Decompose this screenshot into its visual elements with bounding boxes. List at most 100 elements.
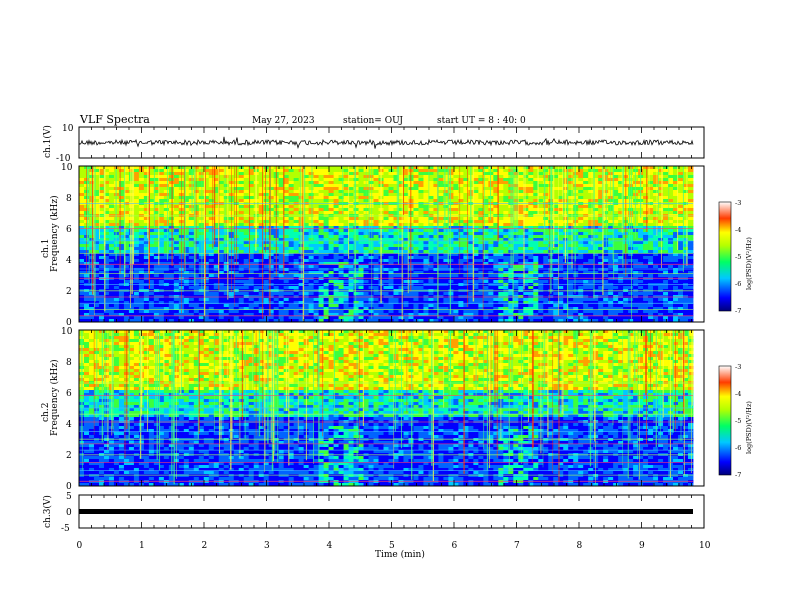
spectrogram-cell xyxy=(263,178,270,182)
spectrogram-cell xyxy=(148,268,155,272)
spectrogram-cell xyxy=(388,229,394,233)
spectrogram-cell xyxy=(318,232,324,236)
spectrogram-cell xyxy=(448,262,454,266)
spectrogram-cell xyxy=(488,265,494,269)
spectrogram-cell xyxy=(658,190,664,194)
spectrogram-cell xyxy=(613,259,619,263)
spectrogram-cell xyxy=(153,286,160,290)
spectrogram-cell xyxy=(133,277,140,281)
spectrogram-cell xyxy=(498,229,504,233)
spectrogram-cell xyxy=(248,169,255,173)
spectrogram-cell xyxy=(79,169,85,173)
spectrogram-cell xyxy=(668,277,674,281)
spectrogram-cell xyxy=(643,196,649,200)
spectrogram-cell xyxy=(133,166,140,170)
spectrogram-cell xyxy=(598,253,604,257)
spectrogram-cell xyxy=(483,241,489,245)
spectrogram-cell xyxy=(368,166,374,170)
spectrogram-cell xyxy=(323,232,329,236)
spectrogram-cell xyxy=(613,280,619,284)
spectrogram-cell xyxy=(188,223,195,227)
spectrogram-cell xyxy=(673,178,679,182)
spectrogram-cell xyxy=(118,166,125,170)
spectrogram-cell xyxy=(173,193,180,197)
spectrogram-cell xyxy=(423,250,429,254)
spectrogram-cell xyxy=(558,193,564,197)
spectrogram-cell xyxy=(278,268,285,272)
spectrogram-cell xyxy=(103,232,110,236)
spectrogram-cell xyxy=(663,235,669,239)
spectrogram-cell xyxy=(338,190,344,194)
spectrogram-cell xyxy=(583,256,589,260)
spectrogram-cell xyxy=(568,259,574,263)
spectrogram-cell xyxy=(423,205,429,209)
spectrogram-cell xyxy=(483,274,489,278)
spectrogram-cell xyxy=(388,175,394,179)
spectrogram-cell xyxy=(338,226,344,230)
spectrogram-cell xyxy=(583,187,589,191)
spectrogram-cell xyxy=(258,274,265,278)
spectrogram-cell xyxy=(303,244,310,248)
spectrogram-cell xyxy=(688,259,694,263)
spectrogram-cell xyxy=(523,178,529,182)
spectrogram-cell xyxy=(443,280,449,284)
spectrogram-cell xyxy=(618,184,624,188)
spectrogram-cell xyxy=(618,253,624,257)
spectrogram-cell xyxy=(503,193,509,197)
spectrogram-cell xyxy=(578,211,584,215)
spectrogram-cell xyxy=(318,166,324,170)
spectrogram-cell xyxy=(433,166,439,170)
spectrogram-cell xyxy=(668,250,674,254)
spectrogram-cell xyxy=(338,280,344,284)
spectrogram-cell xyxy=(513,232,519,236)
spectrogram-cell xyxy=(448,190,454,194)
spectrogram-cell xyxy=(123,220,130,224)
spectrogram-cell xyxy=(603,172,609,176)
spectrogram-cell xyxy=(418,199,424,203)
spectrogram-cell xyxy=(578,277,584,281)
spectrogram-cell xyxy=(343,280,349,284)
spectrogram-cell xyxy=(473,238,479,242)
spectrogram-cell xyxy=(83,280,90,284)
spectrogram-cell xyxy=(373,274,379,278)
spectrogram-cell xyxy=(448,259,454,263)
spectrogram-cell xyxy=(483,178,489,182)
spectrogram-cell xyxy=(363,265,369,269)
spectrogram-cell xyxy=(243,181,250,185)
spectrogram-cell xyxy=(643,262,649,266)
spectrogram-cell xyxy=(268,268,275,272)
spectrogram-cell xyxy=(398,271,404,275)
spectrogram-cell xyxy=(313,256,320,260)
spectrogram-cell xyxy=(433,241,439,245)
spectrogram-cell xyxy=(593,259,599,263)
spectrogram-cell xyxy=(633,241,639,245)
spectrogram-cell xyxy=(118,223,125,227)
spectrogram-cell xyxy=(308,244,315,248)
spectrogram-cell xyxy=(488,220,494,224)
spectrogram-cell xyxy=(588,205,594,209)
spectrogram-cell xyxy=(458,265,464,269)
spectrogram-cell xyxy=(393,274,399,278)
spectrogram-cell xyxy=(528,169,534,173)
spectrogram-cell xyxy=(483,280,489,284)
spectrogram-cell xyxy=(248,187,255,191)
spectrogram-cell xyxy=(628,271,634,275)
spectrogram-cell xyxy=(348,175,354,179)
spectrogram-cell xyxy=(308,277,315,281)
spectrogram-cell xyxy=(133,238,140,242)
spectrogram-cell xyxy=(418,187,424,191)
spectrogram-cell xyxy=(223,229,230,233)
spectrogram-cell xyxy=(663,226,669,230)
spectrogram-cell xyxy=(148,253,155,257)
spectrogram-cell xyxy=(138,286,145,290)
spectrogram-cell xyxy=(568,235,574,239)
spectrogram-cell xyxy=(618,190,624,194)
spectrogram-cell xyxy=(603,196,609,200)
spectrogram-cell xyxy=(153,172,160,176)
spectrogram-cell xyxy=(193,205,200,209)
spectrogram-cell xyxy=(633,262,639,266)
spectrogram-cell xyxy=(358,217,364,221)
spectrogram-cell xyxy=(123,250,130,254)
spectrogram-cell xyxy=(293,250,300,254)
spectrogram-cell xyxy=(558,211,564,215)
